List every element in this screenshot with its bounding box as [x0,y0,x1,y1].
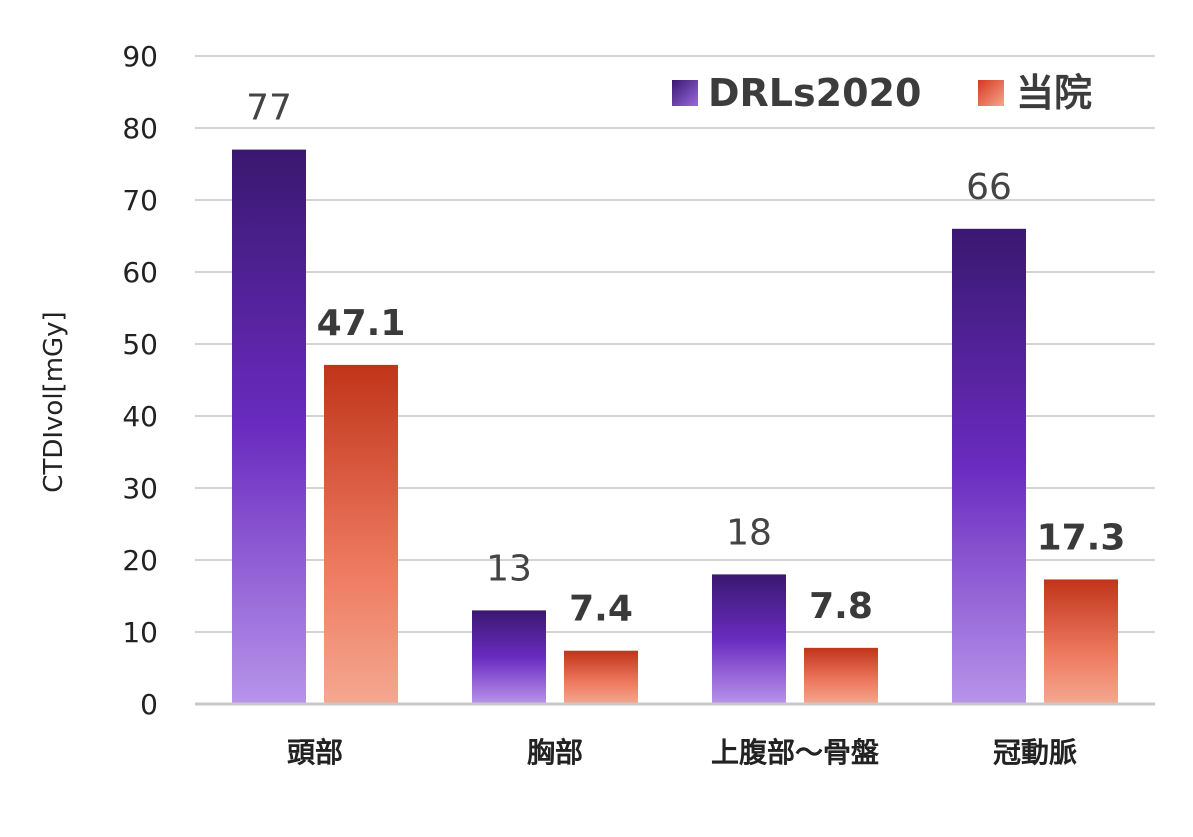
x-category-label: 冠動脈 [993,736,1077,769]
y-axis-label: CTDIvol[mGy] [39,311,69,492]
y-tick-label: 90 [122,40,158,73]
data-label: 7.8 [809,586,873,627]
bar-touin-3 [1044,579,1118,704]
y-tick-label: 20 [122,544,158,577]
legend-swatch-drls2020 [672,80,698,106]
data-label: 7.4 [569,589,633,630]
bar-drls2020-1 [472,610,546,704]
bar-drls2020-3 [952,228,1026,705]
y-tick-label: 80 [122,112,158,145]
bar-touin-0 [324,364,398,704]
bar-drls2020-2 [712,574,786,704]
bar-touin-1 [564,650,638,704]
x-category-label: 上腹部～骨盤 [711,736,880,769]
y-tick-label: 10 [122,616,158,649]
legend-label-drls2020: DRLs2020 [708,71,921,115]
data-label: 18 [726,512,772,553]
y-tick-label: 30 [122,472,158,505]
y-tick-label: 60 [122,256,158,289]
legend-label-touin: 当院 [1016,71,1092,115]
y-tick-label: 0 [140,688,158,721]
bar-drls2020-0 [232,149,306,705]
data-label: 47.1 [317,303,406,344]
legend: DRLs2020 当院 [672,71,1092,115]
data-label: 13 [486,548,532,589]
data-label: 77 [246,88,292,129]
y-tick-label: 50 [122,328,158,361]
x-category-label: 頭部 [287,736,343,769]
legend-swatch-touin [978,80,1004,106]
y-tick-label: 40 [122,400,158,433]
bar-touin-2 [804,647,878,704]
data-label: 17.3 [1037,517,1126,558]
x-category-label: 胸部 [527,736,583,769]
y-tick-label: 70 [122,184,158,217]
data-label: 66 [966,167,1012,208]
